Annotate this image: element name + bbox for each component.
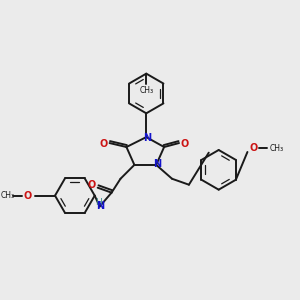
Text: CH₃: CH₃	[269, 143, 283, 152]
Text: CH₃: CH₃	[139, 86, 153, 95]
Text: CH₃: CH₃	[0, 191, 14, 200]
Text: O: O	[181, 139, 189, 149]
Text: O: O	[100, 139, 108, 149]
Text: H: H	[95, 198, 102, 207]
Text: O: O	[88, 180, 96, 190]
Text: N: N	[153, 159, 161, 169]
Text: N: N	[143, 133, 151, 143]
Text: O: O	[23, 190, 32, 201]
Text: N: N	[97, 200, 105, 211]
Text: O: O	[249, 143, 257, 153]
